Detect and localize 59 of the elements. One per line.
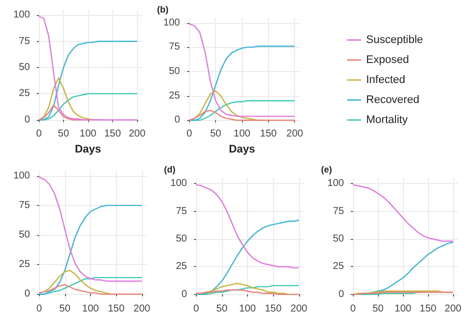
x-tick-label: 200 xyxy=(290,304,308,314)
x-tick-label: 50 xyxy=(210,128,222,140)
x-tick-label: 150 xyxy=(260,128,278,140)
y-tick-label: 75 xyxy=(18,36,30,47)
y-tick-label: 0 xyxy=(24,288,30,300)
x-tick-label: 150 xyxy=(264,304,282,314)
x-tick-label: 150 xyxy=(420,304,437,314)
legend-label: Mortality xyxy=(366,114,408,126)
y-tick-label: 75 xyxy=(18,200,30,211)
x-tick-label: 200 xyxy=(444,304,462,314)
y-tick-label: 75 xyxy=(332,206,344,217)
y-tick-label: 100 xyxy=(13,10,30,21)
x-tick-label: 50 xyxy=(59,304,71,314)
chart-title: (d) xyxy=(164,164,176,174)
chart-title: (b) xyxy=(157,4,168,14)
x-tick-label: 0 xyxy=(36,128,42,140)
y-tick-label: 50 xyxy=(18,62,30,74)
x-tick-label: 50 xyxy=(372,304,384,314)
y-tick-label: 100 xyxy=(163,17,180,28)
x-tick-label: 50 xyxy=(58,128,70,140)
chart-title: (e) xyxy=(321,164,332,174)
x-tick-label: 150 xyxy=(104,128,122,140)
x-tick-label: 100 xyxy=(82,304,100,314)
y-tick-label: 50 xyxy=(168,66,180,78)
legend-label: Infected xyxy=(366,74,406,86)
y-tick-label: 100 xyxy=(327,178,344,190)
legend-label: Exposed xyxy=(366,54,409,66)
x-tick-label: 50 xyxy=(216,304,228,314)
y-tick-label: 0 xyxy=(338,288,344,300)
x-tick-label: 0 xyxy=(350,304,356,314)
y-tick-label: 50 xyxy=(18,230,30,240)
y-tick-label: 50 xyxy=(176,234,188,244)
y-tick-label: 0 xyxy=(24,114,30,126)
x-tick-label: 0 xyxy=(36,304,42,314)
y-tick-label: 0 xyxy=(181,288,188,300)
y-tick-label: 25 xyxy=(18,88,30,100)
y-tick-label: 100 xyxy=(170,178,188,190)
y-tick-label: 50 xyxy=(332,234,344,244)
y-tick-label: 75 xyxy=(168,42,180,53)
y-tick-label: 75 xyxy=(176,206,188,217)
x-axis-title: Days xyxy=(228,144,256,156)
y-tick-label: 0 xyxy=(174,114,180,126)
legend-label: Recovered xyxy=(366,94,420,106)
y-tick-label: 25 xyxy=(332,261,344,272)
x-tick-label: 100 xyxy=(394,304,412,314)
x-axis-title: Days xyxy=(74,144,102,156)
y-tick-label: 25 xyxy=(168,90,180,102)
x-tick-label: 150 xyxy=(108,304,125,314)
y-tick-label: 100 xyxy=(13,170,30,182)
x-tick-label: 200 xyxy=(134,304,151,314)
x-tick-label: 100 xyxy=(80,128,97,140)
x-tick-label: 0 xyxy=(193,304,200,314)
x-tick-label: 200 xyxy=(286,128,304,140)
x-tick-label: 100 xyxy=(234,128,251,140)
x-tick-label: 100 xyxy=(239,304,256,314)
y-tick-label: 25 xyxy=(176,261,188,272)
x-tick-label: 200 xyxy=(128,128,146,140)
y-tick-label: 25 xyxy=(18,259,30,270)
legend-label: Susceptible xyxy=(366,34,424,46)
